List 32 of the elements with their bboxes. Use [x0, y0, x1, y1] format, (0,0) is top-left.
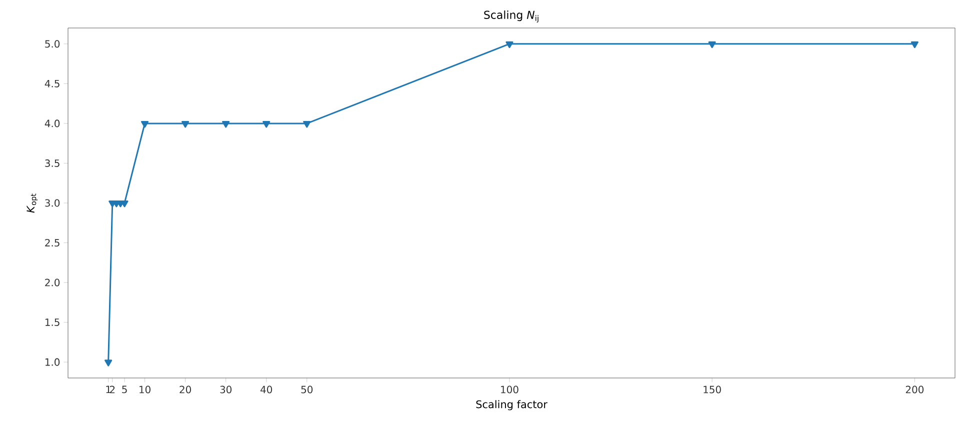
y-tick-label: 3.0 [45, 199, 60, 207]
y-tick-label: 4.0 [44, 120, 60, 128]
x-tick-label: 1 [106, 386, 111, 394]
point [910, 41, 918, 48]
y-tick-label: 5.0 [45, 40, 60, 48]
y-tick-label: 4.5 [44, 80, 60, 88]
point [104, 360, 112, 366]
x-tick-label: 40 [260, 386, 272, 394]
x-tick-label: 20 [180, 386, 192, 394]
point [708, 41, 716, 48]
x-tick-label: 2 [110, 386, 115, 394]
chart-title: Scaling N$_{ij}$ [484, 10, 538, 22]
y-tick-label: 1.5 [45, 318, 60, 326]
point [506, 41, 514, 48]
point [262, 120, 270, 128]
x-tick-label: 50 [301, 386, 313, 394]
x-tick-label: 100 [501, 386, 518, 394]
y-tick-label: 1.0 [45, 358, 60, 366]
y-tick-label: 3.5 [45, 159, 60, 167]
y-tick-label: 2.0 [45, 278, 60, 286]
point [182, 120, 190, 128]
x-tick-label: 150 [704, 386, 721, 394]
x-tick-label: 5 [122, 386, 127, 394]
x-tick-label: 200 [906, 386, 924, 394]
point [222, 120, 230, 128]
point [141, 120, 149, 128]
x-tick-label: 30 [220, 386, 232, 394]
y-tick-label: 2.5 [45, 238, 60, 247]
x-axis-title: Scaling factor [476, 400, 548, 410]
x-tick-label: 10 [140, 386, 150, 394]
point [303, 120, 311, 128]
y-axis-title: K$_{opt}$ [26, 194, 38, 213]
